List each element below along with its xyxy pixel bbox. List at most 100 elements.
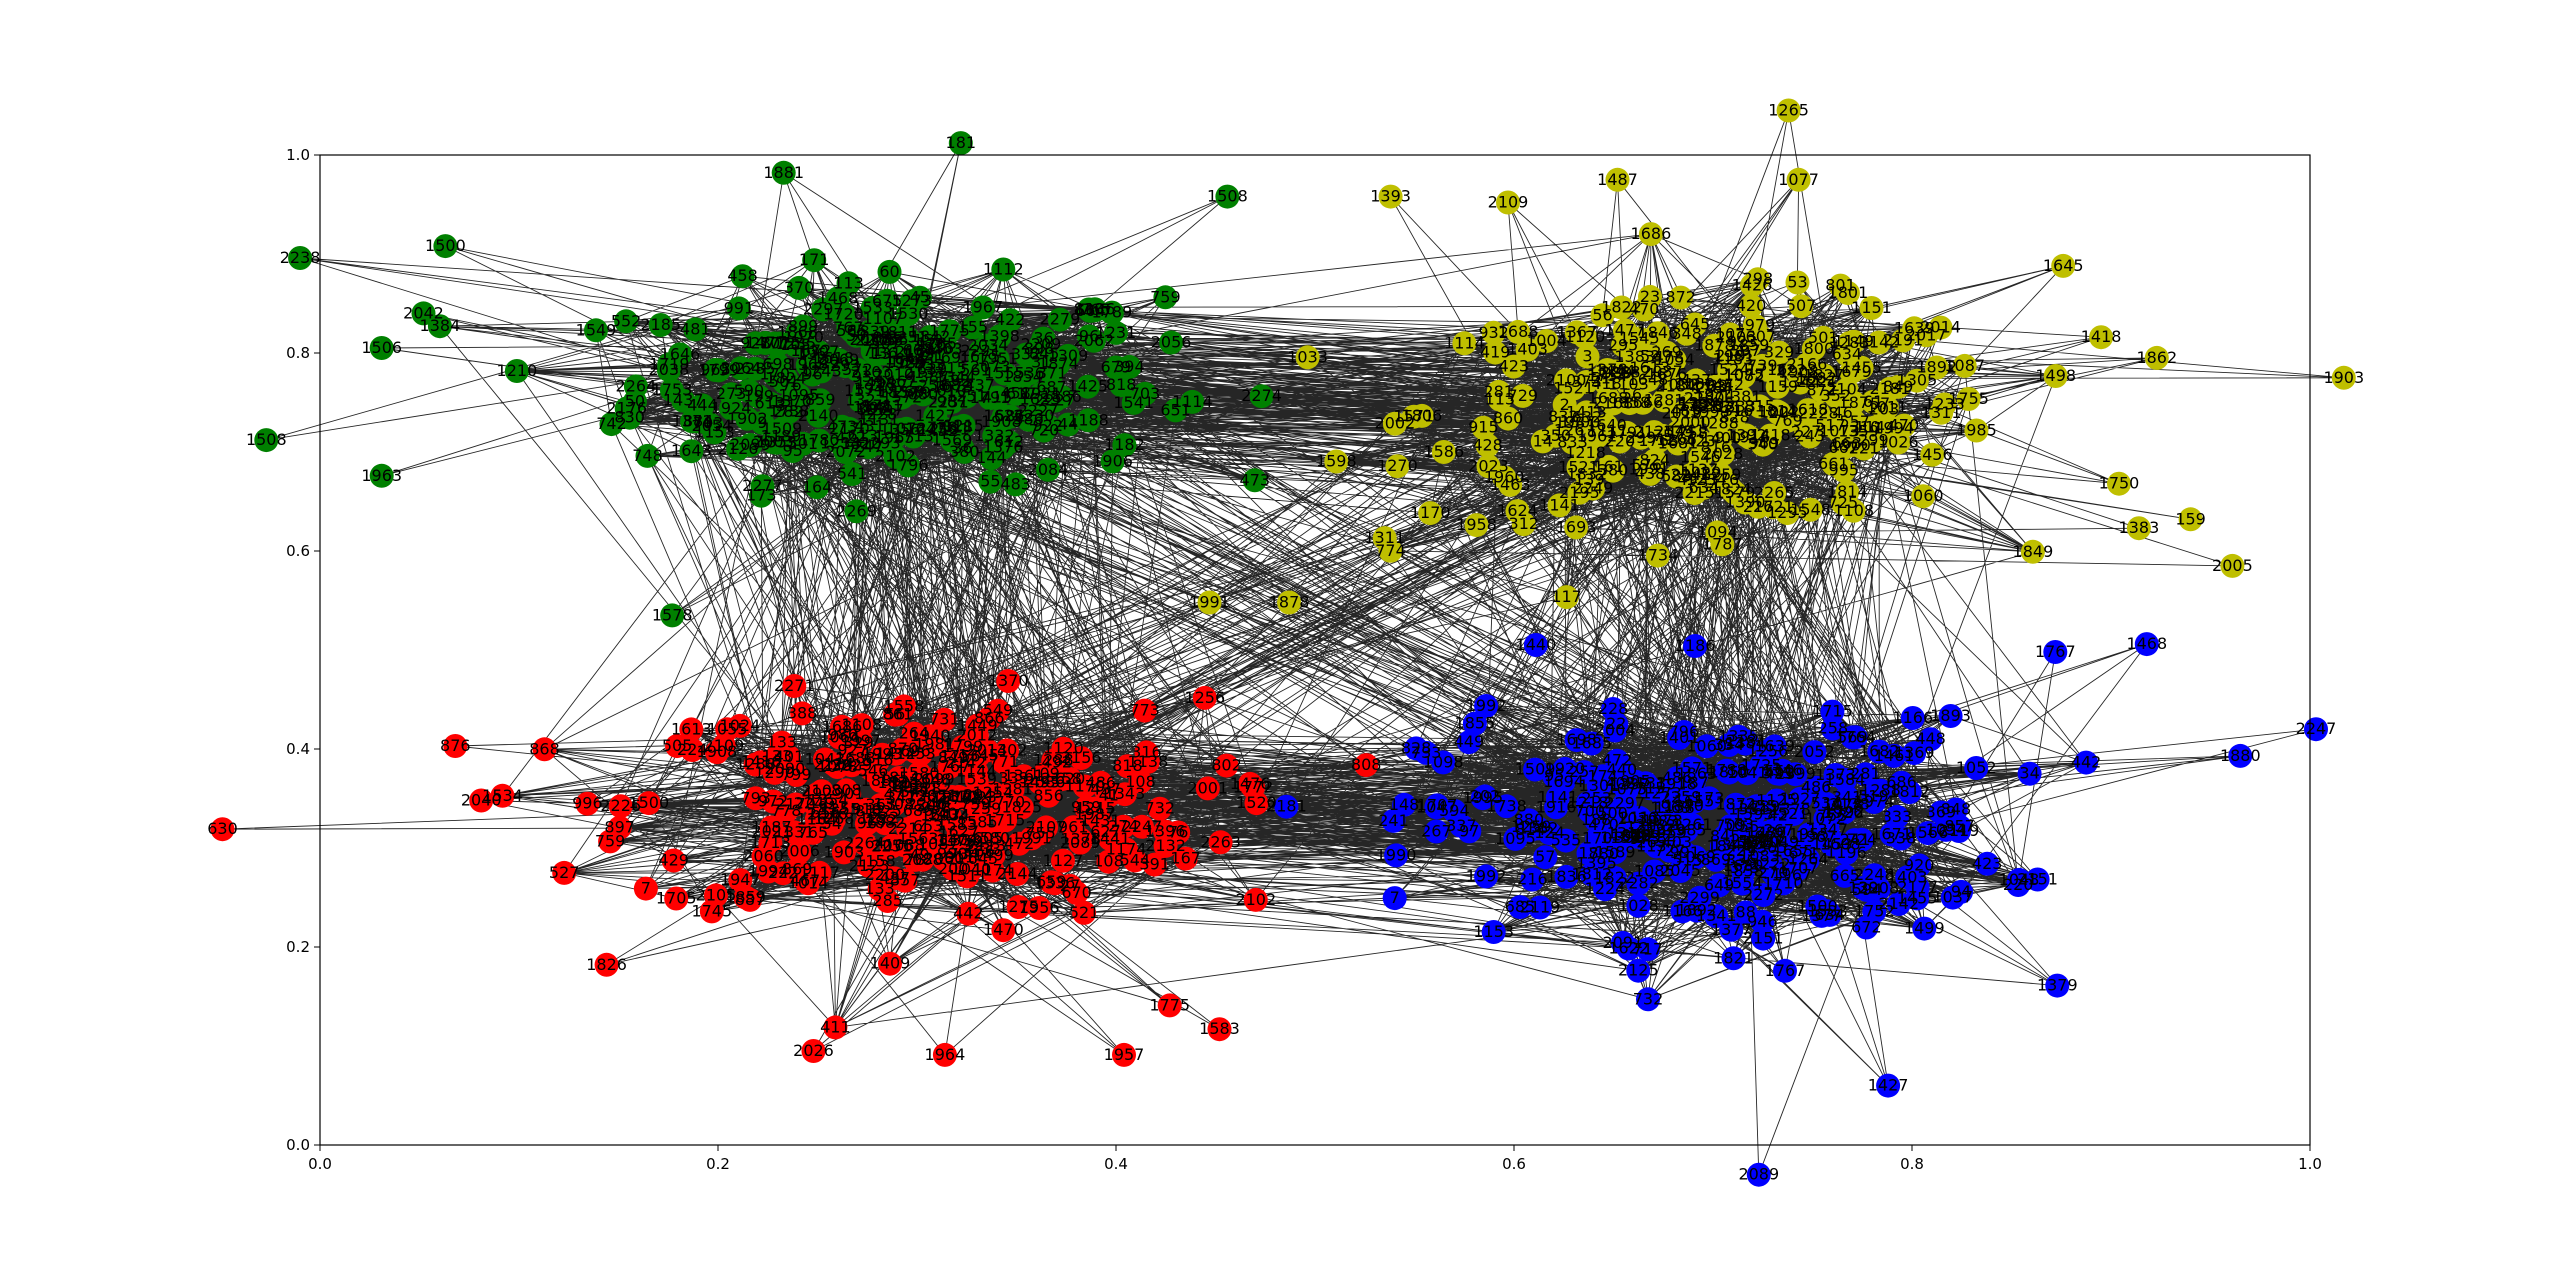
graph-node (1324, 449, 1349, 474)
graph-node (951, 413, 976, 438)
graph-node (1564, 515, 1589, 540)
node-label: 1738 (1486, 796, 1527, 815)
graph-node (1424, 819, 1449, 844)
node-label: 1821 (1713, 948, 1754, 967)
node-label: 1987 (1074, 805, 1115, 824)
node-label: 216 (1517, 870, 1548, 889)
node-label: 108 (1125, 772, 1156, 791)
graph-node (1635, 937, 1660, 962)
graph-node (1574, 370, 1599, 394)
node-label: 1224 (1585, 879, 1626, 898)
graph-node (860, 296, 885, 321)
graph-node (1153, 285, 1178, 310)
graph-node (679, 717, 704, 742)
graph-node (802, 248, 827, 273)
node-label: 1153 (1473, 922, 1514, 941)
graph-node (1593, 877, 1617, 902)
graph-node (1964, 756, 1989, 780)
graph-node (690, 393, 715, 418)
node-label: 1138 (1654, 798, 1695, 817)
graph-node (991, 257, 1016, 282)
node-label: 1721 (1753, 497, 1794, 516)
graph-node (1192, 685, 1217, 710)
graph-node (469, 788, 494, 813)
graph-node (1776, 98, 1801, 123)
graph-node (1718, 344, 1743, 369)
node-label: 1487 (1597, 170, 1638, 189)
graph-node (948, 131, 973, 156)
graph-node (1401, 404, 1426, 429)
graph-node (1456, 730, 1481, 755)
node-label: 1137 (1678, 460, 1719, 479)
node-label: 1990 (1376, 845, 1417, 864)
graph-node (1241, 775, 1266, 800)
graph-node (1534, 329, 1559, 353)
node-label: 2091 (1602, 933, 1643, 952)
node-label: 2042 (403, 303, 444, 322)
node-label: 1509 (762, 419, 803, 438)
graph-node (1382, 886, 1407, 911)
node-label: 1301 (1579, 776, 1620, 795)
node-label: 1812 (1889, 782, 1930, 801)
graph-node (1703, 847, 1728, 872)
node-label: 2060 (924, 849, 965, 868)
graph-node (1731, 859, 1756, 884)
graph-node (680, 738, 705, 762)
graph-node (918, 724, 943, 749)
graph-node (1911, 484, 1936, 509)
graph-node (1820, 716, 1845, 741)
graph-node (992, 361, 1017, 386)
graph-node (2025, 867, 2050, 892)
graph-node (1758, 852, 1783, 877)
graph-node (1384, 843, 1409, 868)
graph-node (633, 876, 658, 901)
graph-node (1173, 846, 1198, 871)
graph-node (1645, 809, 1670, 834)
graph-node (1767, 761, 1792, 786)
node-label: 2125 (1618, 961, 1659, 980)
node-label: 915 (1468, 418, 1499, 437)
node-label: 872 (1665, 288, 1696, 307)
node-label: 1499 (1904, 919, 1945, 938)
graph-node (1547, 493, 1572, 518)
node-label: 117 (1551, 587, 1582, 606)
graph-node (1462, 711, 1487, 736)
graph-node (757, 391, 782, 416)
graph-node (1128, 769, 1153, 794)
node-label: 448 (1915, 729, 1946, 748)
graph-node (1543, 423, 1568, 448)
graph-node (782, 820, 807, 845)
node-label: 1452 (917, 421, 958, 440)
graph-node (1683, 634, 1708, 658)
node-label: 919 (851, 800, 882, 819)
graph-node (979, 446, 1004, 471)
node-label: 1033 (1287, 347, 1328, 366)
node-label: 679 (1101, 358, 1132, 377)
graph-node (793, 868, 818, 893)
graph-node (1515, 337, 1540, 362)
node-label: 1862 (2136, 348, 2177, 367)
node-label: 521 (1778, 804, 1809, 823)
graph-node (532, 737, 557, 762)
node-label: 2222 (1750, 855, 1791, 874)
graph-node (996, 669, 1021, 693)
graph-node (1207, 1017, 1232, 1042)
graph-node (1761, 495, 1786, 520)
node-label: 665 (1829, 866, 1860, 885)
node-label: 1686 (1631, 224, 1672, 243)
node-label: 2168 (1593, 394, 1634, 413)
x-tick-label: 1.0 (2298, 1155, 2322, 1173)
graph-node (738, 433, 763, 457)
graph-node (1809, 903, 1834, 928)
node-label: 1849 (2013, 542, 2054, 561)
graph-node (1552, 392, 1577, 417)
node-label: 501 (1808, 328, 1839, 347)
graph-node (964, 759, 989, 784)
node-label: 2185 (640, 315, 681, 334)
graph-node (1528, 895, 1552, 920)
graph-node (1503, 826, 1528, 851)
graph-node (1886, 430, 1911, 455)
node-label: 1403 (1507, 340, 1548, 359)
node-label: 1151 (1851, 298, 1892, 317)
node-label: 991 (724, 298, 755, 317)
